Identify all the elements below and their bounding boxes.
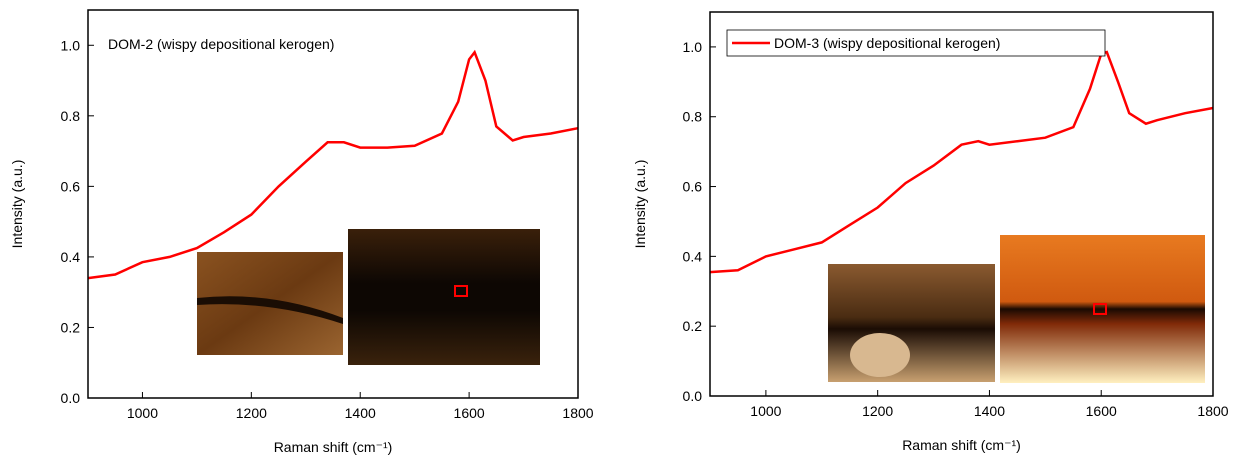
inset-marker <box>454 285 468 297</box>
inset-photo <box>348 229 540 365</box>
x-tick-label: 1000 <box>127 405 158 421</box>
y-tick-label: 0.4 <box>61 249 81 265</box>
x-tick-label: 1000 <box>750 403 781 419</box>
plot-frame <box>709 11 1214 397</box>
y-tick-label: 1.0 <box>61 37 81 53</box>
x-tick-label: 1600 <box>1086 403 1117 419</box>
x-axis-label: Raman shift (cm⁻¹) <box>274 439 393 455</box>
y-tick-label: 0.8 <box>683 109 703 125</box>
y-axis-label: Intensity (a.u.) <box>632 160 648 249</box>
x-tick-label: 1200 <box>862 403 893 419</box>
x-axis-label: Raman shift (cm⁻¹) <box>902 437 1021 453</box>
y-tick-label: 0.0 <box>683 388 703 404</box>
x-tick-label: 1400 <box>974 403 1005 419</box>
legend-box <box>726 29 1106 57</box>
x-tick-label: 1600 <box>454 405 485 421</box>
y-tick-label: 0.2 <box>683 318 703 334</box>
y-tick-label: 1.0 <box>683 39 703 55</box>
inset-marker <box>1093 303 1107 315</box>
x-tick-label: 1400 <box>345 405 376 421</box>
x-tick-label: 1800 <box>1197 403 1228 419</box>
y-tick-label: 0.6 <box>61 178 81 194</box>
data-line <box>709 50 1214 274</box>
legend-label: DOM-3 (wispy depositional kerogen) <box>774 35 1000 51</box>
chart: DOM-2 (wispy depositional kerogen) 1000 12… <box>9 9 594 455</box>
y-tick-label: 0.0 <box>61 390 81 406</box>
inset-photo-band <box>197 296 343 324</box>
y-tick-label: 0.6 <box>683 179 703 195</box>
data-line <box>87 49 579 280</box>
y-tick-label: 0.4 <box>683 248 703 264</box>
y-axis-label: Intensity (a.u.) <box>9 160 25 249</box>
x-tick-label: 1200 <box>236 405 267 421</box>
inset-photo <box>1000 235 1205 383</box>
y-tick-label: 0.2 <box>61 319 81 335</box>
x-tick-label: 1800 <box>562 405 593 421</box>
inset-photo-grain <box>850 333 910 377</box>
inset-images <box>197 229 1205 383</box>
plot-frame <box>87 9 579 399</box>
y-tick-label: 0.8 <box>61 108 81 124</box>
chart: DOM-3 (wispy depositional kerogen) 1000 12… <box>632 11 1229 453</box>
legend-label: DOM-2 (wispy depositional kerogen) <box>108 36 334 52</box>
